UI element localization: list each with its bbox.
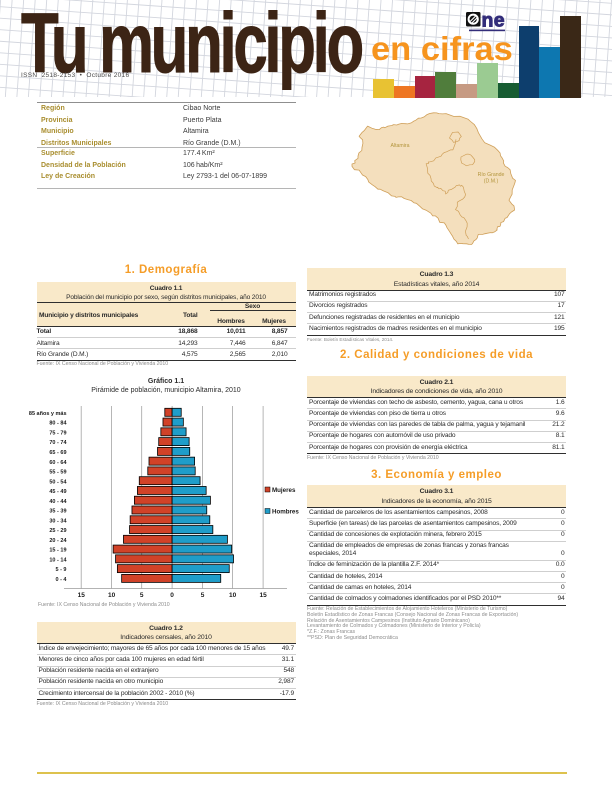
svg-text:55 - 59: 55 - 59	[49, 470, 66, 476]
svg-text:10 - 14: 10 - 14	[49, 557, 67, 563]
svg-text:65 - 69: 65 - 69	[49, 450, 66, 456]
svg-text:Río Grande: Río Grande	[478, 172, 505, 178]
svg-text:20 - 24: 20 - 24	[49, 538, 67, 544]
svg-text:10: 10	[228, 592, 236, 599]
svg-text:25 - 29: 25 - 29	[49, 528, 66, 534]
svg-text:40 - 44: 40 - 44	[49, 499, 67, 505]
svg-text:50 - 54: 50 - 54	[49, 479, 67, 485]
svg-text:(D.M.): (D.M.)	[484, 179, 499, 185]
svg-text:ne: ne	[482, 12, 505, 32]
svg-text:70 - 74: 70 - 74	[49, 440, 67, 446]
svg-text:5: 5	[200, 592, 204, 599]
svg-text:60 - 64: 60 - 64	[49, 460, 67, 466]
svg-text:15: 15	[259, 592, 267, 599]
svg-text:80 - 84: 80 - 84	[49, 421, 67, 427]
svg-text:5 - 9: 5 - 9	[55, 567, 66, 573]
svg-text:85 años y más: 85 años y más	[28, 411, 66, 417]
svg-text:5: 5	[139, 592, 143, 599]
svg-text:0: 0	[170, 592, 174, 599]
svg-text:0 - 4: 0 - 4	[55, 577, 67, 583]
svg-text:45 - 49: 45 - 49	[49, 489, 66, 495]
svg-text:Altamira: Altamira	[390, 143, 409, 149]
svg-text:35 - 39: 35 - 39	[49, 509, 66, 515]
svg-text:Mujeres: Mujeres	[272, 487, 296, 494]
svg-text:15 - 19: 15 - 19	[49, 548, 66, 554]
svg-text:15: 15	[77, 592, 85, 599]
svg-text:10: 10	[107, 592, 115, 599]
svg-text:75 - 79: 75 - 79	[49, 430, 66, 436]
svg-text:Hombres: Hombres	[272, 509, 299, 516]
svg-text:30 - 34: 30 - 34	[49, 518, 67, 524]
